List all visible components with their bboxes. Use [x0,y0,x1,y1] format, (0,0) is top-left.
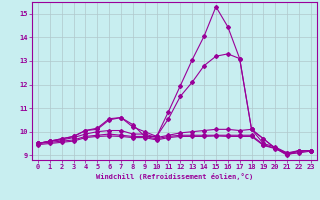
X-axis label: Windchill (Refroidissement éolien,°C): Windchill (Refroidissement éolien,°C) [96,173,253,180]
